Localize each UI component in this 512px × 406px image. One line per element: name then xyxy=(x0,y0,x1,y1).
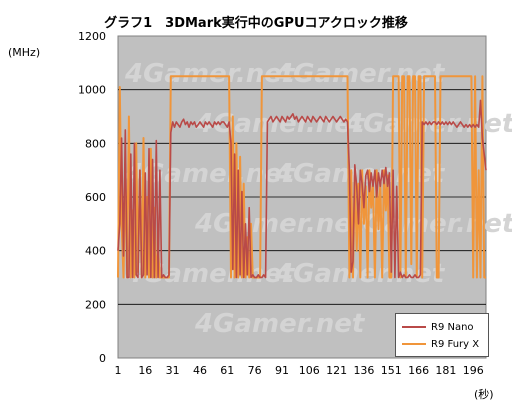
legend-swatch-r9-fury-x xyxy=(402,343,426,345)
x-tick-label: 196 xyxy=(463,364,484,377)
chart-title: グラフ1 3DMark実行中のGPUコアクロック推移 xyxy=(104,16,408,31)
watermark-text: 4Gamer.net xyxy=(194,109,366,139)
x-tick-labels: 1 16 31 46 61 76 91 106 121 136 151 166 181 196 xyxy=(115,364,484,377)
x-axis-unit: (秒) xyxy=(474,388,494,401)
legend-item-r9-nano: R9 Nano xyxy=(402,320,474,334)
legend-swatch-r9-nano xyxy=(402,326,426,328)
y-tick-label: 800 xyxy=(85,137,106,150)
y-tick-labels: 0 200 400 600 800 1000 1200 xyxy=(78,30,106,365)
legend-label-r9-nano: R9 Nano xyxy=(431,321,474,333)
watermark-text: 4Gamer.net xyxy=(124,59,296,89)
y-tick-label: 200 xyxy=(85,298,106,311)
y-tick-label: 400 xyxy=(85,245,106,258)
legend: R9 Nano R9 Fury X xyxy=(395,313,489,357)
series-layer xyxy=(117,75,487,279)
x-tick-label: 1 xyxy=(115,364,122,377)
watermark-text: 4Gamer.net xyxy=(194,209,366,239)
x-tick-label: 91 xyxy=(275,364,289,377)
y-tick-label: 1200 xyxy=(78,30,106,43)
x-tick-label: 76 xyxy=(248,364,262,377)
series-line-r9-fury-x xyxy=(117,75,486,279)
x-tick-label: 46 xyxy=(193,364,207,377)
x-tick-label: 121 xyxy=(326,364,347,377)
x-tick-label: 16 xyxy=(138,364,152,377)
watermark-text: 4Gamer.net xyxy=(274,59,446,89)
y-tick-label: 1000 xyxy=(78,84,106,97)
y-tick-label: 0 xyxy=(99,352,106,365)
x-tick-label: 31 xyxy=(166,364,180,377)
x-tick-label: 136 xyxy=(353,364,374,377)
x-tick-label: 106 xyxy=(299,364,320,377)
x-tick-label: 181 xyxy=(435,364,456,377)
y-axis-unit: (MHz) xyxy=(8,46,41,59)
x-tick-label: 166 xyxy=(408,364,429,377)
x-tick-label: 151 xyxy=(381,364,402,377)
y-tick-label: 600 xyxy=(85,191,106,204)
x-tick-label: 61 xyxy=(220,364,234,377)
legend-item-r9-fury-x: R9 Fury X xyxy=(402,337,479,351)
legend-label-r9-fury-x: R9 Fury X xyxy=(431,338,480,350)
series-line-r9-nano xyxy=(117,99,487,279)
watermark-text: 4Gamer.net xyxy=(194,309,366,339)
